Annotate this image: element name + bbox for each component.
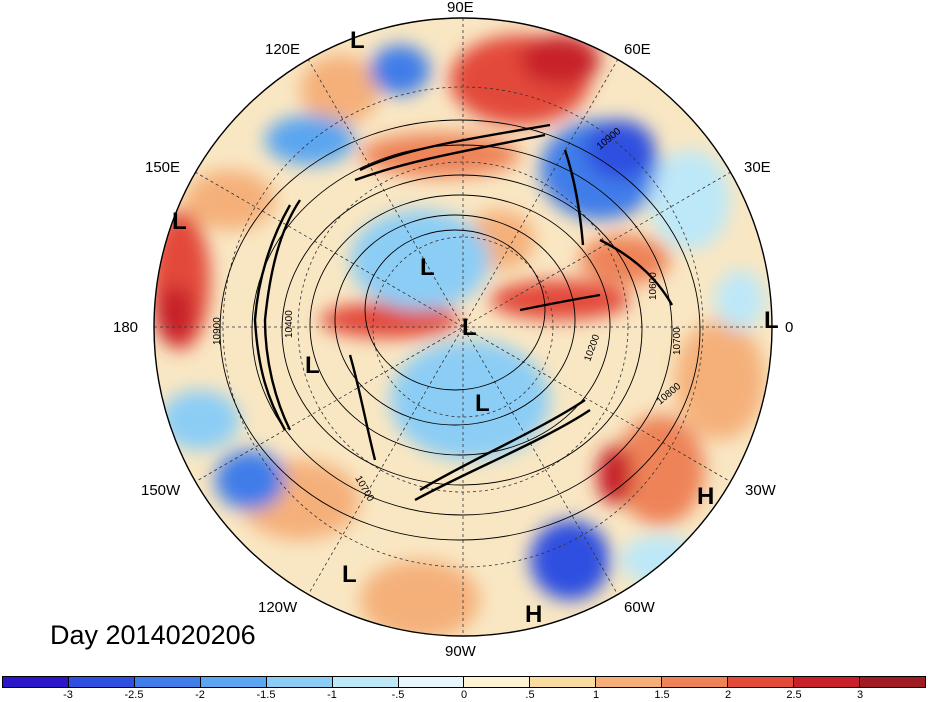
jet-contours [253,123,674,502]
low-pressure-marker: L [420,254,435,281]
legend-tick-label: -.5 [391,689,405,701]
lon-label-30w: 30W [745,482,776,499]
low-pressure-marker: L [764,307,779,334]
legend-tick-label: -2.5 [124,689,144,701]
contour-label: 10600 [648,272,659,300]
legend-swatch [859,677,925,687]
legend-swatch [266,677,333,687]
lon-label-0: 0 [785,319,794,336]
legend-tick-label: 2 [724,689,732,701]
legend-swatch [662,677,729,687]
legend-swatch [68,677,135,687]
lon-label-150e: 150E [145,159,181,176]
lon-label-180: 180 [113,319,139,336]
legend-swatch [728,677,795,687]
height-contours [219,119,701,541]
legend-swatch [530,677,597,687]
legend-tick-label: 1 [592,689,600,701]
low-pressure-marker: L [305,352,320,379]
low-pressure-marker: L [462,314,477,341]
legend-tick-label: -1 [327,689,337,701]
contour-label: 10700 [672,327,683,355]
lon-label-150w: 150W [141,482,181,499]
color-legend-bar [2,676,926,688]
map-boundary [153,17,773,637]
legend-swatch [332,677,399,687]
low-pressure-marker: L [172,208,187,235]
legend-tick-label: 3 [856,689,864,701]
low-pressure-marker: L [350,27,365,54]
legend-tick-label: .5 [525,689,535,701]
legend-tick-label: 0 [460,689,468,701]
low-pressure-marker: L [475,390,490,417]
graticule [154,18,772,636]
legend-swatch [596,677,663,687]
legend-swatch [398,677,465,687]
map-title: Day 2014020206 [50,620,256,650]
lon-label-30e: 30E [744,159,771,176]
legend-tick-label: 2.5 [786,689,802,701]
legend-swatch [200,677,267,687]
lon-label-60e: 60E [624,41,651,58]
contour-label: 10400 [284,310,295,338]
lon-label-120w: 120W [258,599,298,616]
legend-swatch [794,677,860,687]
lon-label-90w: 90W [445,643,476,660]
low-pressure-marker: L [342,561,357,588]
lon-label-60w: 60W [624,599,655,616]
high-pressure-marker: H [697,483,715,510]
contour-label: 10900 [212,317,223,345]
legend-tick-label: -2 [195,689,205,701]
legend-tick-label: 1.5 [654,689,670,701]
legend-tick-label: -3 [63,689,73,701]
legend-swatch [3,677,69,687]
lon-label-90e: 90E [447,0,474,16]
high-pressure-marker: H [525,601,543,628]
legend-tick-label: -1.5 [256,689,276,701]
lon-label-120e: 120E [265,41,301,58]
legend-swatch [464,677,531,687]
legend-swatch [134,677,201,687]
